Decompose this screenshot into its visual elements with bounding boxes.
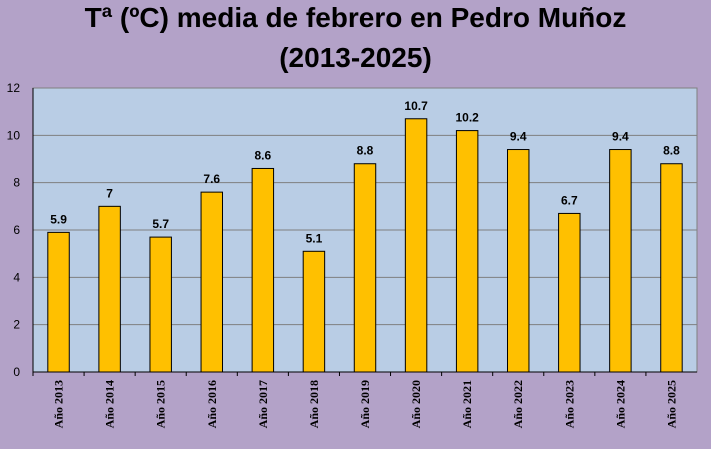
data-label: 7.6 [203, 172, 220, 186]
data-label: 6.7 [561, 193, 578, 207]
bar [404, 118, 428, 373]
bar [47, 231, 70, 373]
data-label: 9.4 [510, 130, 527, 144]
bar [609, 149, 632, 373]
category-label: Año 2024 [613, 380, 627, 428]
data-label: 10.2 [455, 111, 479, 125]
bar [98, 205, 121, 373]
bar [149, 236, 172, 373]
y-tick-label: 10 [7, 128, 21, 142]
category-label: Año 2016 [205, 380, 219, 428]
bar [558, 212, 581, 373]
y-tick-label: 8 [13, 176, 20, 190]
y-tick-label: 2 [13, 318, 20, 332]
data-label: 7 [106, 186, 113, 200]
category-label: Año 2015 [154, 380, 168, 428]
chart-title-line-2: (2013-2025) [279, 42, 432, 73]
category-label: Año 2022 [511, 380, 525, 428]
bar [251, 167, 275, 373]
category-label: Año 2017 [256, 380, 270, 428]
data-label: 10.7 [404, 99, 428, 113]
data-label: 5.1 [306, 231, 323, 245]
bar [200, 191, 223, 373]
bar [660, 163, 683, 373]
y-tick-label: 12 [7, 81, 21, 95]
data-label: 8.8 [663, 144, 680, 158]
y-tick-label: 4 [13, 270, 20, 284]
bar [302, 250, 326, 373]
data-label: 5.7 [152, 217, 169, 231]
category-label: Año 2023 [562, 380, 576, 428]
category-label: Año 2019 [358, 380, 372, 428]
category-label: Año 2021 [460, 380, 474, 428]
bar [507, 149, 530, 373]
data-label: 8.8 [357, 144, 374, 158]
category-label: Año 2020 [409, 380, 423, 428]
bar [455, 130, 479, 373]
y-tick-label: 0 [13, 365, 20, 379]
category-label: Año 2025 [664, 380, 678, 428]
data-label: 8.6 [255, 148, 272, 162]
y-tick-label: 6 [13, 223, 20, 237]
data-label: 9.4 [612, 130, 629, 144]
data-label: 5.9 [50, 212, 67, 226]
category-label: Año 2013 [52, 380, 66, 428]
bar [353, 163, 377, 373]
category-label: Año 2014 [103, 380, 117, 428]
category-label: Año 2018 [307, 380, 321, 428]
chart-title-line-1: Tª (ºC) media de febrero en Pedro Muñoz [84, 2, 627, 33]
